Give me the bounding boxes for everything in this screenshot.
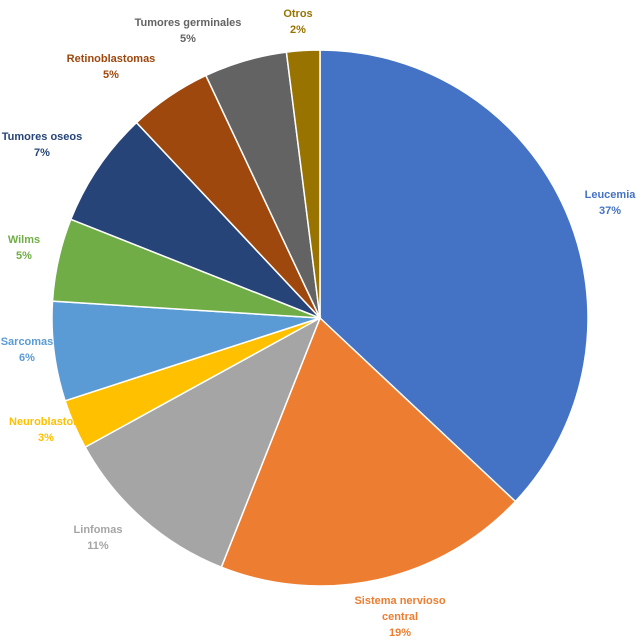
slice-category-text: Neuroblastom bbox=[9, 416, 83, 428]
slice-category-text: Linfomas bbox=[74, 524, 123, 536]
slice-category-text: Otros bbox=[283, 8, 312, 20]
slice-label-6: Wilms 5% bbox=[8, 234, 40, 262]
slice-label-9: Tumores germinales 5% bbox=[135, 17, 242, 45]
slice-label-1: Leucemia 37% bbox=[585, 189, 637, 217]
pie-labels: Leucemia 37% Sistema nervioso central 19% Lin… bbox=[1, 8, 637, 639]
slice-category-text: Tumores germinales bbox=[135, 17, 242, 29]
slice-category-text: Tumores oseos bbox=[2, 131, 83, 143]
pie-slice-3 bbox=[84, 316, 322, 569]
pie-slice-7 bbox=[69, 121, 321, 319]
slice-value-text: 37% bbox=[599, 205, 621, 217]
slice-value-text: 19% bbox=[389, 627, 411, 639]
slice-value-text: 7% bbox=[34, 147, 50, 159]
slice-value-text: 2% bbox=[290, 24, 306, 36]
slice-category-text: central bbox=[382, 611, 418, 623]
slice-category-text: Leucemia bbox=[585, 189, 637, 201]
slice-value-text: 3% bbox=[38, 432, 54, 444]
slice-label-3: Linfomas 11% bbox=[74, 524, 123, 552]
slice-value-text: 5% bbox=[103, 69, 119, 81]
pie-slice-1 bbox=[319, 49, 589, 503]
slice-label-10: Otros 2% bbox=[283, 8, 312, 36]
slice-value-text: 5% bbox=[180, 33, 196, 45]
slice-category-text: Sistema nervioso bbox=[354, 595, 445, 607]
slice-category-text: Retinoblastomas bbox=[67, 53, 156, 65]
slice-value-text: 5% bbox=[16, 250, 32, 262]
slice-label-2: Sistema nervioso central 19% bbox=[354, 595, 445, 639]
slice-label-8: Retinoblastomas 5% bbox=[67, 53, 156, 81]
pie-slice-2 bbox=[220, 316, 517, 587]
slice-label-4: Neuroblastom 3% bbox=[9, 416, 83, 444]
slice-value-text: 6% bbox=[19, 352, 35, 364]
slice-category-text: Sarcomas bbox=[1, 336, 54, 348]
slice-label-5: Sarcomas 6% bbox=[1, 336, 54, 364]
slice-value-text: 11% bbox=[87, 540, 109, 552]
slice-category-text: Wilms bbox=[8, 234, 40, 246]
pie-slices bbox=[51, 49, 589, 587]
pie-slice-10 bbox=[285, 49, 321, 319]
slice-label-7: Tumores oseos 7% bbox=[2, 131, 83, 159]
